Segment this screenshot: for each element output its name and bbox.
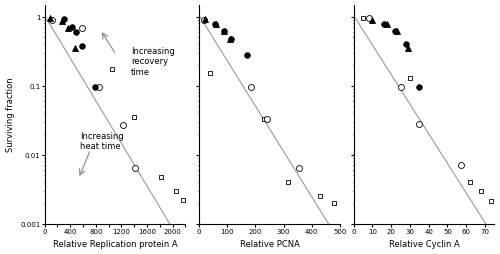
Text: Increasing
heat time: Increasing heat time	[80, 131, 124, 151]
Y-axis label: Surviving fraction: Surviving fraction	[6, 77, 15, 152]
X-axis label: Relative Replication protein A: Relative Replication protein A	[52, 240, 178, 248]
X-axis label: Relative Cyclin A: Relative Cyclin A	[388, 240, 460, 248]
Text: Increasing
recovery
time: Increasing recovery time	[131, 47, 174, 76]
X-axis label: Relative PCNA: Relative PCNA	[240, 240, 300, 248]
